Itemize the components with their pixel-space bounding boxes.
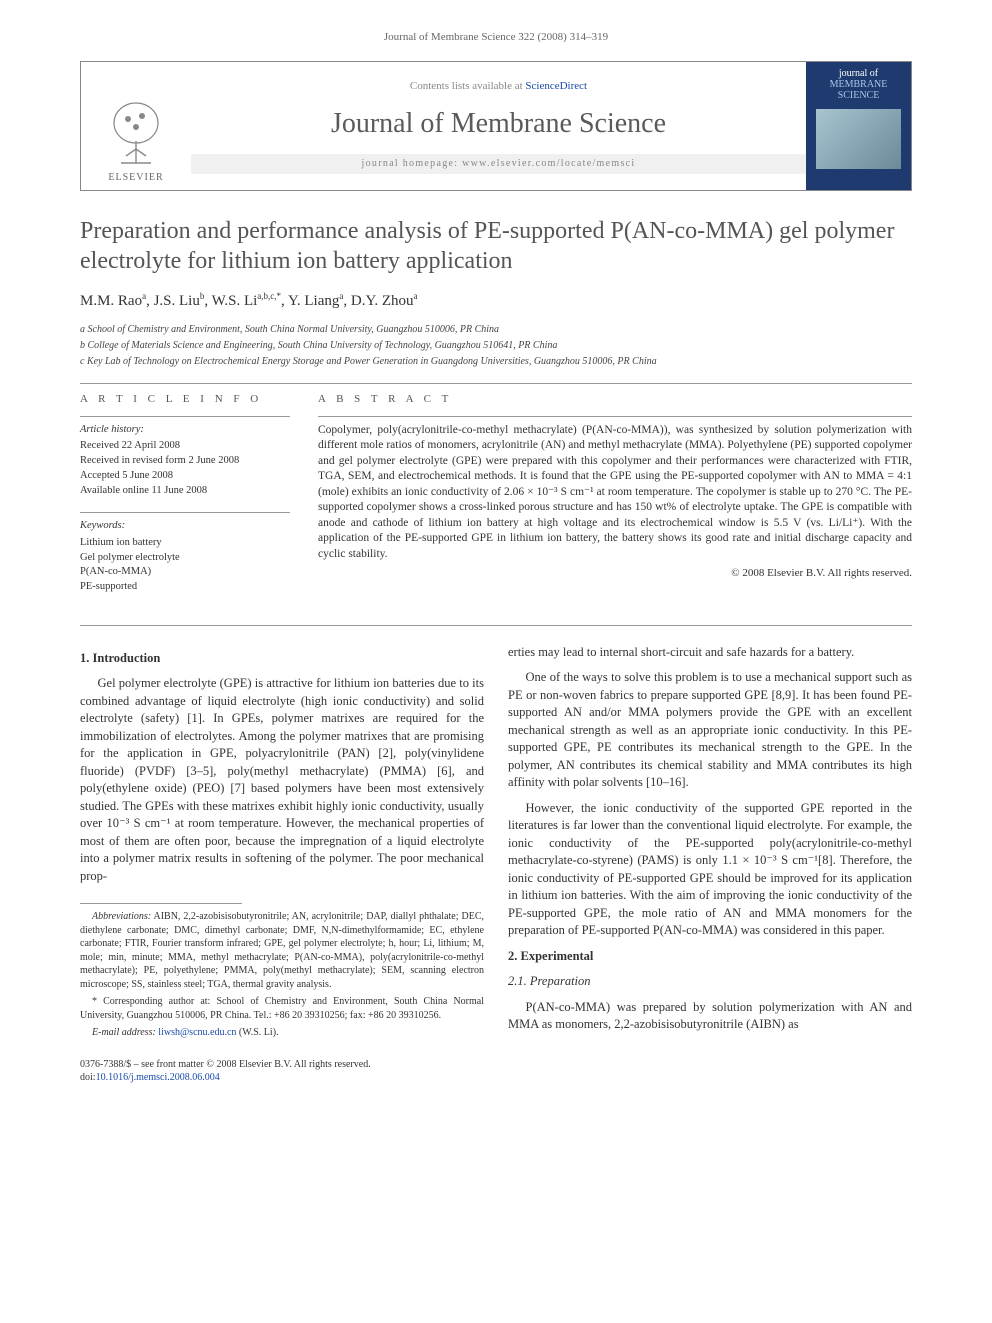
info-rule-2 — [80, 512, 290, 513]
cover-line2: MEMBRANE — [830, 79, 888, 90]
abbrev-text: AIBN, 2,2-azobisisobutyronitrile; AN, ac… — [80, 911, 484, 990]
history-line: Accepted 5 June 2008 — [80, 469, 290, 484]
author-list: M.M. Raoa, J.S. Liub, W.S. Lia,b,c,*, Y.… — [80, 290, 912, 312]
intro-paragraph-2-continuation: erties may lead to internal short-circui… — [508, 644, 912, 662]
left-column: 1. Introduction Gel polymer electrolyte … — [80, 644, 484, 1044]
article-history-block: Article history: Received 22 April 2008R… — [80, 423, 290, 498]
intro-paragraph-4: However, the ionic conductivity of the s… — [508, 800, 912, 940]
abstract-column: A B S T R A C T Copolymer, poly(acryloni… — [318, 392, 912, 608]
corr-label: * Corresponding author at: — [92, 996, 210, 1007]
affiliation-line: b College of Materials Science and Engin… — [80, 338, 912, 353]
footnotes-block: Abbreviations: AIBN, 2,2-azobisisobutyro… — [80, 910, 484, 1040]
publisher-logo-block: ELSEVIER — [81, 62, 191, 190]
issn-copyright-line: 0376-7388/$ – see front matter © 2008 El… — [80, 1058, 912, 1072]
contents-prefix: Contents lists available at — [410, 80, 525, 92]
homepage-url[interactable]: www.elsevier.com/locate/memsci — [462, 158, 635, 169]
abstract-text: Copolymer, poly(acrylonitrile-co-methyl … — [318, 423, 912, 563]
info-abstract-row: A R T I C L E I N F O Article history: R… — [80, 392, 912, 608]
abbreviations-footnote: Abbreviations: AIBN, 2,2-azobisisobutyro… — [80, 910, 484, 991]
preparation-subheading: 2.1. Preparation — [508, 973, 912, 991]
cover-image-placeholder — [816, 109, 901, 169]
masthead-center: Contents lists available at ScienceDirec… — [191, 62, 806, 190]
journal-homepage-line: journal homepage: www.elsevier.com/locat… — [191, 154, 806, 174]
email-label: E-mail address: — [92, 1027, 156, 1038]
affiliations-block: a School of Chemistry and Environment, S… — [80, 322, 912, 369]
rule-above-info — [80, 383, 912, 384]
intro-paragraph-3: One of the ways to solve this problem is… — [508, 669, 912, 792]
keyword-line: PE-supported — [80, 580, 290, 595]
history-line: Received 22 April 2008 — [80, 439, 290, 454]
keywords-label: Keywords: — [80, 519, 290, 534]
article-title: Preparation and performance analysis of … — [80, 216, 912, 276]
history-line: Received in revised form 2 June 2008 — [80, 454, 290, 469]
page-footer: 0376-7388/$ – see front matter © 2008 El… — [80, 1058, 912, 1085]
cover-line1: journal of — [839, 68, 878, 79]
keyword-line: P(AN-co-MMA) — [80, 565, 290, 580]
cover-title: journal of MEMBRANE SCIENCE — [830, 68, 888, 101]
abstract-heading: A B S T R A C T — [318, 392, 912, 407]
preparation-paragraph-1: P(AN-co-MMA) was prepared by solution po… — [508, 999, 912, 1034]
history-lines: Received 22 April 2008Received in revise… — [80, 439, 290, 498]
abstract-rule — [318, 416, 912, 417]
corresponding-author-footnote: * Corresponding author at: School of Che… — [80, 995, 484, 1022]
journal-name: Journal of Membrane Science — [331, 104, 666, 143]
article-info-column: A R T I C L E I N F O Article history: R… — [80, 392, 290, 608]
abstract-copyright: © 2008 Elsevier B.V. All rights reserved… — [318, 566, 912, 581]
journal-masthead: ELSEVIER Contents lists available at Sci… — [80, 61, 912, 191]
keyword-line: Gel polymer electrolyte — [80, 551, 290, 566]
doi-line: doi:10.1016/j.memsci.2008.06.004 — [80, 1071, 912, 1085]
body-two-column: 1. Introduction Gel polymer electrolyte … — [80, 644, 912, 1044]
article-info-heading: A R T I C L E I N F O — [80, 392, 290, 407]
elsevier-tree-icon — [106, 101, 166, 171]
affiliation-line: a School of Chemistry and Environment, S… — [80, 322, 912, 337]
running-header: Journal of Membrane Science 322 (2008) 3… — [0, 0, 992, 53]
email-footnote: E-mail address: liwsh@scnu.edu.cn (W.S. … — [80, 1026, 484, 1040]
experimental-heading: 2. Experimental — [508, 948, 912, 966]
intro-paragraph-1: Gel polymer electrolyte (GPE) is attract… — [80, 675, 484, 885]
sciencedirect-link[interactable]: ScienceDirect — [525, 80, 587, 92]
keywords-block: Keywords: Lithium ion batteryGel polymer… — [80, 519, 290, 594]
contents-available-line: Contents lists available at ScienceDirec… — [410, 79, 587, 94]
email-suffix: (W.S. Li). — [236, 1027, 278, 1038]
right-column: erties may lead to internal short-circui… — [508, 644, 912, 1044]
doi-prefix: doi: — [80, 1072, 96, 1083]
publisher-name: ELSEVIER — [108, 171, 163, 185]
affiliation-line: c Key Lab of Technology on Electrochemic… — [80, 354, 912, 369]
rule-below-abstract — [80, 625, 912, 626]
abbrev-label: Abbreviations: — [92, 911, 151, 922]
keyword-lines: Lithium ion batteryGel polymer electroly… — [80, 536, 290, 595]
email-link[interactable]: liwsh@scnu.edu.cn — [156, 1027, 237, 1038]
info-rule — [80, 416, 290, 417]
doi-link[interactable]: 10.1016/j.memsci.2008.06.004 — [96, 1072, 220, 1083]
introduction-heading: 1. Introduction — [80, 650, 484, 668]
history-line: Available online 11 June 2008 — [80, 484, 290, 499]
footnote-separator — [80, 903, 242, 904]
homepage-prefix: journal homepage: — [362, 158, 463, 169]
keyword-line: Lithium ion battery — [80, 536, 290, 551]
history-label: Article history: — [80, 423, 290, 438]
journal-cover-thumbnail: journal of MEMBRANE SCIENCE — [806, 62, 911, 190]
cover-line3: SCIENCE — [838, 90, 880, 101]
citation-text: Journal of Membrane Science 322 (2008) 3… — [384, 31, 608, 43]
